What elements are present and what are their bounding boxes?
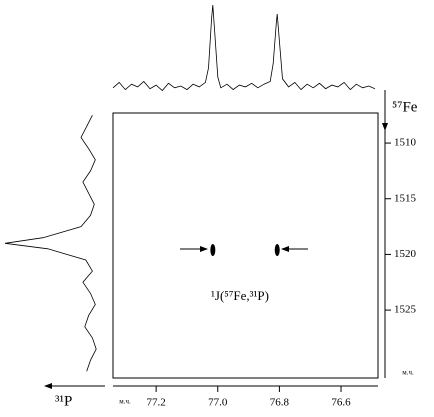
x-axis-title: ³¹P <box>55 393 72 409</box>
plot-frame <box>112 112 379 379</box>
x-tick-label: 77.2 <box>147 397 166 409</box>
y-tick-label: 1510 <box>394 137 417 149</box>
left-projection <box>4 115 97 372</box>
y-tick-label: 1520 <box>394 248 417 260</box>
y-axis-title: ⁵⁷Fe <box>392 99 418 115</box>
x-unit: м.ч. <box>119 398 131 406</box>
x-tick-label: 76.8 <box>270 397 290 409</box>
y-unit: м.ч. <box>402 369 414 377</box>
x-tick-label: 77.0 <box>208 397 228 409</box>
top-projection <box>112 4 376 92</box>
y-tick-label: 1525 <box>394 304 417 316</box>
cross-peak <box>210 243 216 256</box>
annotation: ¹J(⁵⁷Fe,³¹P) <box>211 288 269 303</box>
x-tick-label: 76.6 <box>331 397 351 409</box>
y-tick-label: 1515 <box>394 192 417 204</box>
cross-peak <box>274 243 280 256</box>
